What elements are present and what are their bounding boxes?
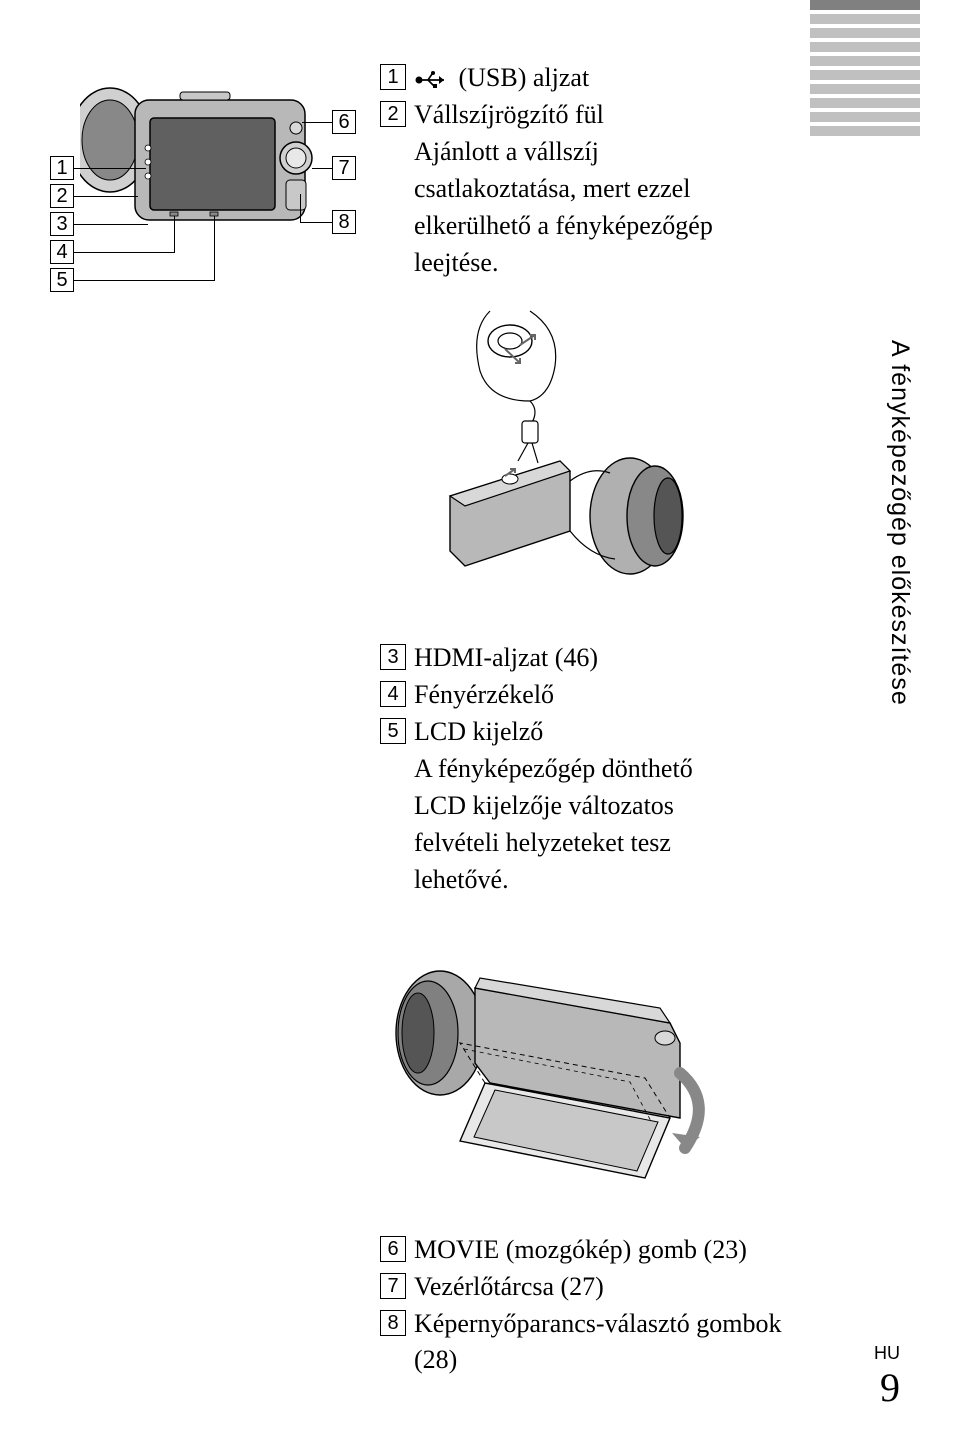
num-5: 5 [380, 718, 406, 744]
item-5-desc: lehetővé. [414, 862, 800, 897]
tab [810, 28, 920, 38]
callout-line [74, 224, 148, 225]
item-2-desc: Ajánlott a vállszíj [414, 134, 800, 169]
section-tabs [810, 0, 920, 140]
tilt-screen-illustration [380, 923, 740, 1203]
num-1: 1 [380, 64, 406, 90]
usb-icon [414, 69, 448, 91]
list-item-7: 7 Vezérlőtárcsa (27) [380, 1269, 800, 1304]
item-5-label: LCD kijelző [414, 714, 800, 749]
tab [810, 98, 920, 108]
callout-4: 4 [50, 240, 74, 264]
tab [810, 112, 920, 122]
callout-line [74, 196, 138, 197]
tab [810, 14, 920, 24]
item-3-label: HDMI-aljzat (46) [414, 640, 800, 675]
item-2-label: Vállszíjrögzítő fül [414, 97, 800, 132]
callout-6: 6 [332, 110, 356, 134]
tab [810, 70, 920, 80]
callout-3: 3 [50, 212, 74, 236]
item-2-desc: leejtése. [414, 245, 800, 280]
tab [810, 84, 920, 94]
num-3: 3 [380, 644, 406, 670]
callout-line [300, 222, 332, 223]
page-footer: HU 9 [874, 1343, 900, 1411]
num-8: 8 [380, 1310, 406, 1336]
footer-page-number: 9 [874, 1364, 900, 1411]
list-item-6: 6 MOVIE (mozgókép) gomb (23) [380, 1232, 800, 1267]
section-vertical-label: A fényképezőgép előkészítése [885, 340, 914, 706]
parts-list: 1 (USB) aljzat 2 Vállszíjrögzítő fül Ajá… [380, 60, 800, 1379]
callout-line [74, 280, 214, 281]
item-2-desc: elkerülhető a fényképezőgép [414, 208, 800, 243]
item-5-desc: felvételi helyzeteket tesz [414, 825, 800, 860]
list-item-3: 3 HDMI-aljzat (46) [380, 640, 800, 675]
num-4: 4 [380, 681, 406, 707]
item-4-label: Fényérzékelő [414, 677, 800, 712]
callout-line [74, 168, 146, 169]
num-6: 6 [380, 1236, 406, 1262]
tab-active [810, 0, 920, 10]
strap-illustration [410, 301, 720, 611]
callout-2: 2 [50, 184, 74, 208]
item-1-text: (USB) aljzat [414, 60, 800, 95]
item-6-label: MOVIE (mozgókép) gomb (23) [414, 1232, 800, 1267]
callout-5: 5 [50, 268, 74, 292]
callout-line [214, 216, 215, 281]
list-item-1: 1 (USB) aljzat [380, 60, 800, 95]
item-7-label: Vezérlőtárcsa (27) [414, 1269, 800, 1304]
list-item-8: 8 Képernyőparancs-választó gombok (28) [380, 1306, 800, 1376]
list-item-4: 4 Fényérzékelő [380, 677, 800, 712]
item-1-label: (USB) aljzat [459, 63, 590, 92]
item-5-desc: A fényképezőgép dönthető [414, 751, 800, 786]
item-8-label: Képernyőparancs-választó gombok (28) [414, 1306, 800, 1376]
callout-line [312, 168, 332, 169]
list-item-2: 2 Vállszíjrögzítő fül [380, 97, 800, 132]
tab [810, 42, 920, 52]
callout-line [74, 252, 174, 253]
item-5-desc: LCD kijelzője változatos [414, 788, 800, 823]
callout-8: 8 [332, 210, 356, 234]
callout-line [302, 122, 332, 123]
callout-7: 7 [332, 156, 356, 180]
callout-line [300, 194, 301, 223]
camera-back-illustration: 1 2 3 4 5 6 7 8 [50, 60, 350, 320]
callout-line [174, 216, 175, 253]
tab [810, 56, 920, 66]
callout-1: 1 [50, 156, 74, 180]
num-7: 7 [380, 1273, 406, 1299]
tab [810, 126, 920, 136]
item-2-desc: csatlakoztatása, mert ezzel [414, 171, 800, 206]
list-item-5: 5 LCD kijelző [380, 714, 800, 749]
footer-lang: HU [874, 1343, 900, 1364]
num-2: 2 [380, 101, 406, 127]
